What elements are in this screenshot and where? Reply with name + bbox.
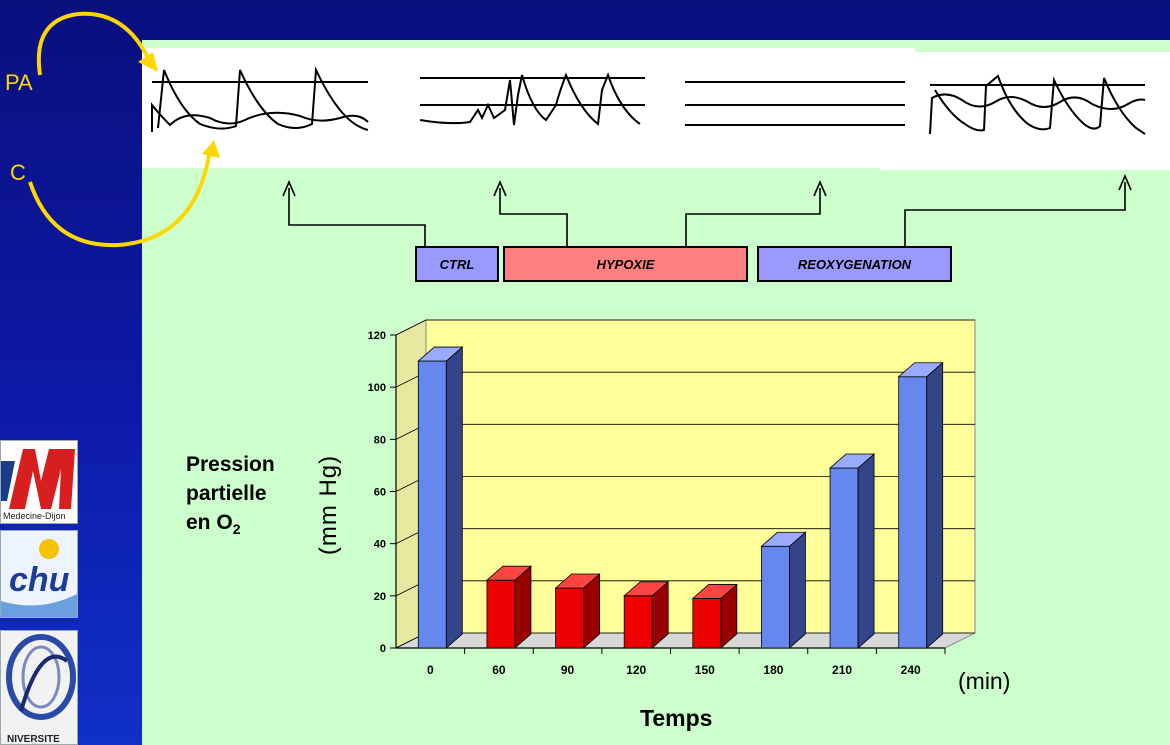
bar-side <box>857 453 875 649</box>
bar <box>555 587 584 649</box>
y-axis-unit: (mm Hg) <box>315 454 342 556</box>
chu-logo-text: chu <box>9 561 70 599</box>
chu-logo: chu <box>0 530 78 618</box>
bar <box>898 376 928 649</box>
y-axis-title: Pression partielle en O2 <box>186 450 275 544</box>
bar-top <box>897 362 944 378</box>
phase-ctrl-label: CTRL <box>439 256 475 272</box>
y-tick-label: 120 <box>368 330 386 342</box>
bar-top <box>828 453 876 469</box>
x-tick-label: 240 <box>901 663 921 677</box>
pa-label: PA <box>5 70 33 95</box>
pressure-traces <box>151 66 1146 135</box>
bar <box>829 467 859 649</box>
x-tick-label: 60 <box>492 663 506 677</box>
x-tick-label: 90 <box>561 663 575 677</box>
y-tick-label: 60 <box>374 487 386 499</box>
y-axis-title-line1: Pression <box>186 453 275 476</box>
bar <box>417 360 447 649</box>
bar-side <box>926 361 944 649</box>
bar <box>486 579 516 649</box>
bar-chart: 0 20 40 60 80 100 120 0 60 90 120 150 180 210 240 <box>368 319 976 677</box>
medecine-dijon-logo: Medecine-Dijon <box>0 440 78 524</box>
universite-logo: NIVERSITE <box>0 630 78 745</box>
bar-top <box>554 573 601 589</box>
bar-top <box>485 565 533 581</box>
phase-ctrl: CTRL <box>415 246 499 282</box>
x-tick-label: 0 <box>427 663 434 677</box>
y-axis-title-line2: partielle <box>186 482 267 505</box>
gridline <box>395 319 975 336</box>
y-tick-label: 40 <box>374 539 386 551</box>
trace-strip <box>142 48 915 168</box>
y-tick-label: 0 <box>380 643 386 655</box>
bar-side <box>789 531 806 649</box>
x-tick-label: 210 <box>832 663 852 677</box>
bar-top <box>623 581 670 597</box>
bar-top <box>760 531 807 547</box>
bar <box>692 598 722 649</box>
y-axis-title-line3: en O2 <box>186 511 241 538</box>
x-axis-title: Temps <box>640 705 713 731</box>
phase-connectors <box>282 173 1132 246</box>
plot-floor <box>395 632 976 649</box>
x-tick-label: 180 <box>763 663 783 677</box>
phase-hypoxie: HYPOXIE <box>503 246 748 282</box>
pa-c-arrows <box>28 11 220 248</box>
universite-logo-mark <box>6 634 76 720</box>
phase-hypoxie-label: HYPOXIE <box>596 256 655 272</box>
bar-side <box>445 346 463 649</box>
bar <box>761 545 790 649</box>
x-axis-unit: (min) <box>958 668 1011 694</box>
y-tick-label: 80 <box>374 434 386 446</box>
logo1-text: Medecine-Dijon <box>3 511 66 521</box>
phase-reoxygenation-label: REOXYGENATION <box>797 256 912 272</box>
y-tick-label: 20 <box>374 591 386 603</box>
y-tick-label: 100 <box>368 382 386 394</box>
x-tick-label: 120 <box>626 663 646 677</box>
c-label: C <box>10 160 26 185</box>
bar-top <box>417 346 464 362</box>
x-tick-label: 150 <box>695 663 715 677</box>
bar-top <box>691 584 738 599</box>
medecine-dijon-logo-mark <box>1 449 75 509</box>
phase-reoxygenation: REOXYGENATION <box>757 246 952 282</box>
logo3-text: NIVERSITE <box>7 734 60 745</box>
chu-logo-mark <box>1 539 77 617</box>
bar <box>623 595 653 649</box>
y-axis-title-subscript: 2 <box>232 521 241 538</box>
